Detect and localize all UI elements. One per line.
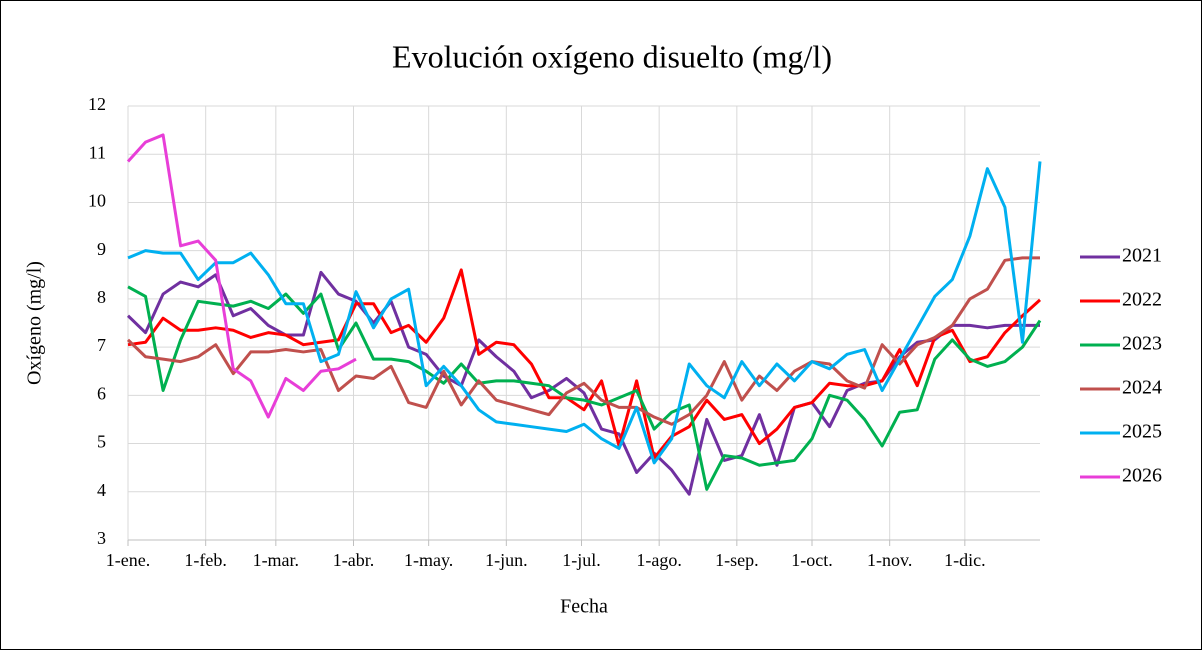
- legend-label: 2026: [1122, 465, 1162, 487]
- y-tick-label: 3: [97, 528, 106, 548]
- x-tick-label: 1-oct.: [791, 550, 832, 570]
- y-tick-label: 9: [97, 239, 106, 259]
- x-tick-label: 1-nov.: [867, 550, 912, 570]
- data-line: [127, 268, 1042, 460]
- y-tick-label: 6: [97, 383, 106, 403]
- y-tick-label: 5: [97, 432, 106, 452]
- data-line: [127, 285, 1042, 491]
- x-tick-label: 1-jul.: [562, 550, 601, 570]
- x-tick-label: 1-may.: [404, 550, 453, 570]
- legend-label: 2022: [1122, 289, 1162, 311]
- y-tick-label: 4: [97, 480, 106, 500]
- y-tick-label: 12: [88, 94, 106, 114]
- x-tick-label: 1-ago.: [636, 550, 681, 570]
- y-tick-label: 10: [88, 191, 106, 211]
- y-tick-label: 8: [97, 287, 106, 307]
- data-line: [126, 133, 357, 419]
- data-line: [126, 256, 1040, 426]
- x-tick-label: 1-jun.: [485, 550, 528, 570]
- x-axis-label: Fecha: [560, 596, 608, 618]
- x-tick-label: 1-dic.: [944, 550, 985, 570]
- legend-label: 2021: [1122, 245, 1162, 267]
- chart-title: Evolución oxígeno disuelto (mg/l): [392, 38, 832, 74]
- x-tick-label: 1-mar.: [253, 550, 300, 570]
- legend-label: 2024: [1122, 377, 1162, 399]
- x-tick-label: 1-sep.: [715, 550, 759, 570]
- x-tick-label: 1-abr.: [333, 550, 374, 570]
- legend-label: 2025: [1122, 421, 1162, 443]
- y-tick-label: 11: [89, 142, 106, 162]
- y-tick-label: 7: [97, 335, 106, 355]
- legend-label: 2023: [1122, 333, 1162, 355]
- data-line: [127, 161, 1042, 465]
- x-tick-label: 1-ene.: [106, 550, 150, 570]
- y-axis-label: Oxígeno (mg/l): [24, 261, 46, 385]
- x-tick-label: 1-feb.: [184, 550, 226, 570]
